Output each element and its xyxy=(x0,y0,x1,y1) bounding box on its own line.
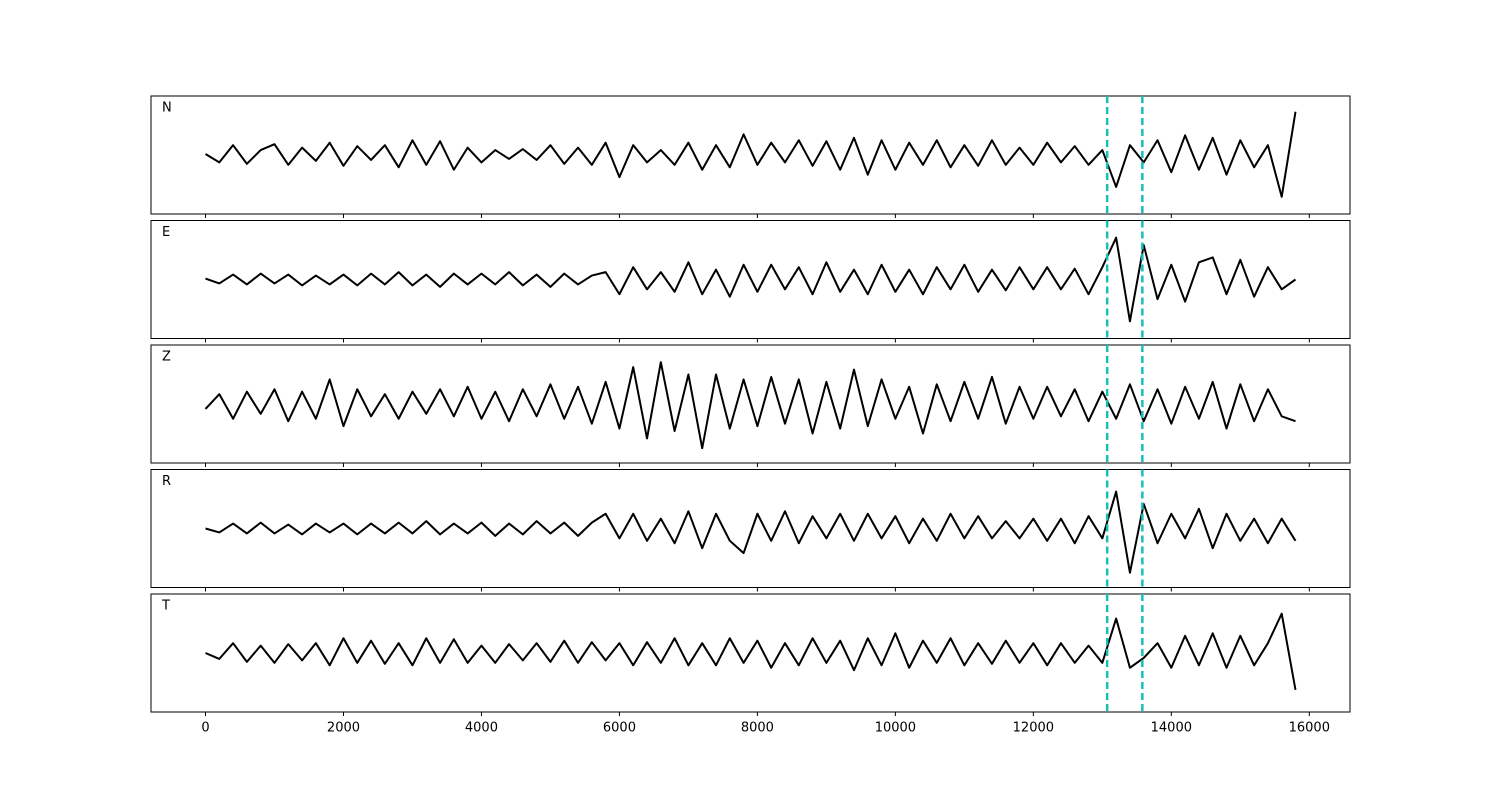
panel-label: T xyxy=(161,599,170,614)
trace xyxy=(205,612,1297,691)
panel-label: R xyxy=(162,474,171,489)
panel-frame xyxy=(150,469,1351,588)
x-tick-label: 14000 xyxy=(1151,721,1192,736)
panel-frame xyxy=(150,220,1351,339)
trace xyxy=(204,111,1297,198)
x-tick-label: 10000 xyxy=(875,721,916,736)
panel-frame xyxy=(150,593,1351,713)
panel-label: N xyxy=(162,101,172,116)
x-tick-label: 6000 xyxy=(603,721,636,736)
x-tick-label: 12000 xyxy=(1013,721,1054,736)
x-tick-label: 2000 xyxy=(327,721,360,736)
trace xyxy=(204,361,1296,450)
x-tick-label: 16000 xyxy=(1289,721,1330,736)
trace xyxy=(205,236,1297,323)
trace xyxy=(205,490,1297,574)
x-tick-label: 0 xyxy=(201,721,209,736)
panel-label: E xyxy=(162,225,170,240)
panel-frame xyxy=(150,344,1351,464)
panel-label: Z xyxy=(162,350,171,365)
x-tick-label: 4000 xyxy=(465,721,498,736)
x-tick-label: 8000 xyxy=(741,721,774,736)
panel-frame xyxy=(150,95,1351,215)
